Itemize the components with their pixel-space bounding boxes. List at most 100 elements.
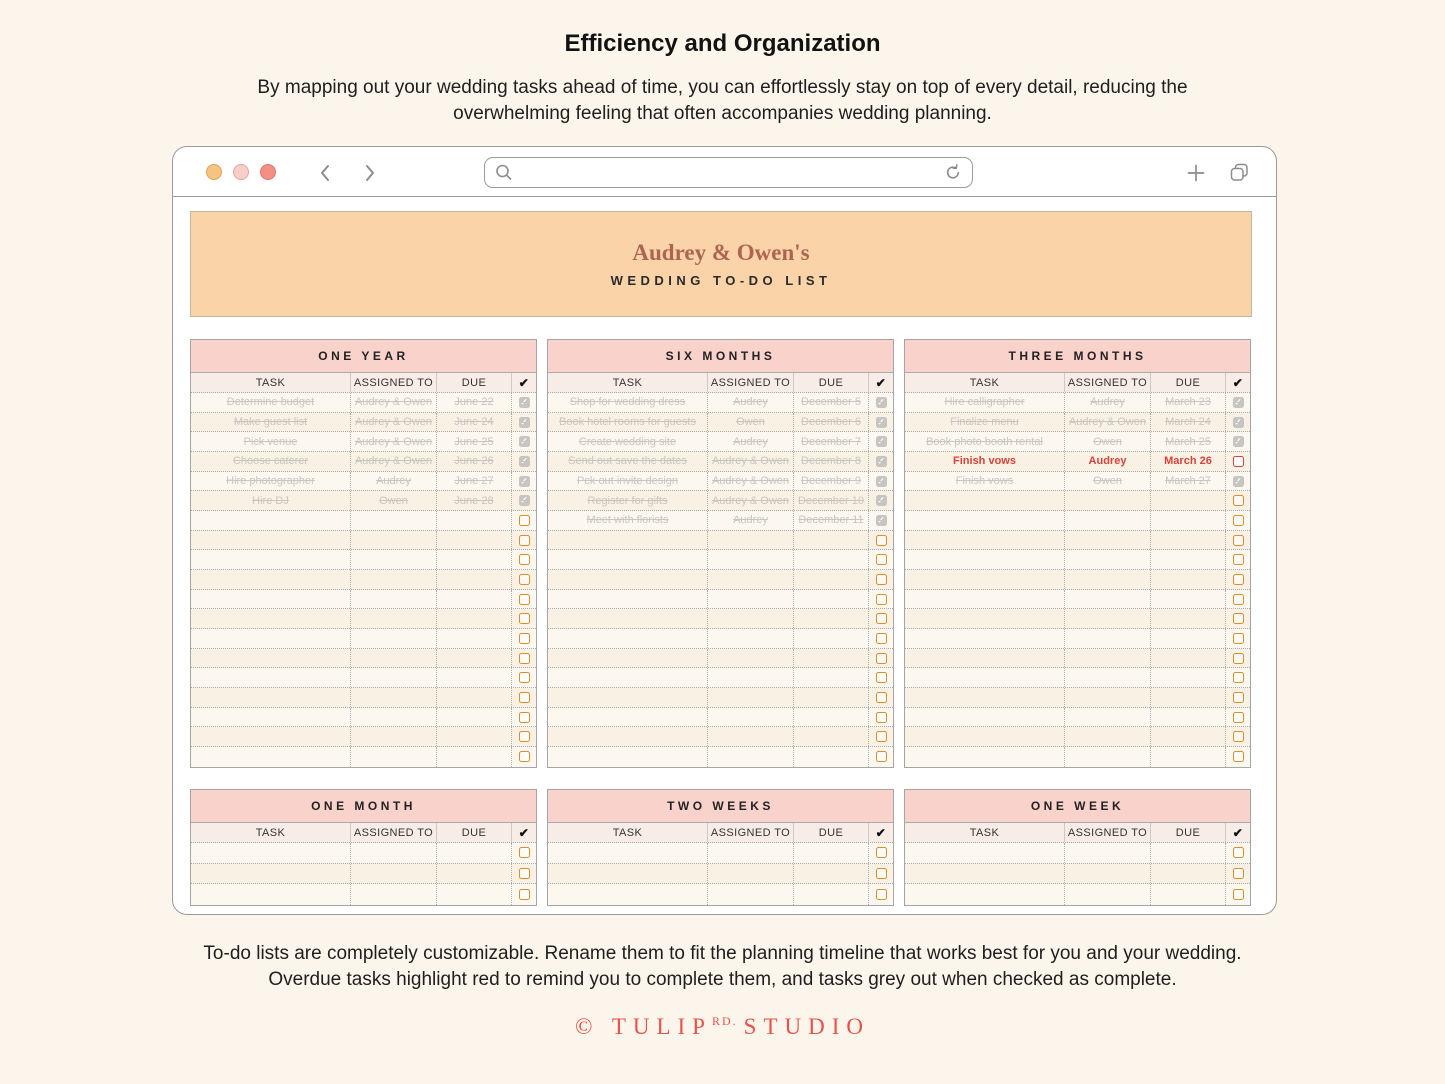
due-cell[interactable] bbox=[437, 884, 512, 905]
task-cell[interactable] bbox=[548, 884, 708, 905]
assigned-cell[interactable] bbox=[708, 843, 794, 863]
task-cell[interactable] bbox=[191, 668, 351, 688]
check-cell[interactable] bbox=[869, 570, 893, 589]
due-cell[interactable]: December 10 bbox=[794, 491, 869, 511]
due-cell[interactable] bbox=[794, 629, 869, 648]
due-cell[interactable]: June 24 bbox=[437, 412, 512, 432]
due-cell[interactable]: December 5 bbox=[794, 393, 869, 412]
task-checkbox[interactable] bbox=[1232, 632, 1244, 644]
due-cell[interactable] bbox=[794, 843, 869, 863]
check-cell[interactable] bbox=[869, 708, 893, 727]
task-checkbox[interactable] bbox=[875, 691, 887, 703]
assigned-cell[interactable] bbox=[708, 727, 794, 747]
due-cell[interactable] bbox=[794, 530, 869, 550]
task-checkbox[interactable] bbox=[1232, 495, 1244, 507]
task-checkbox[interactable]: ✓ bbox=[1232, 416, 1244, 428]
task-checkbox[interactable] bbox=[1232, 672, 1244, 684]
task-cell[interactable]: Finalize menu bbox=[905, 412, 1065, 432]
assigned-cell[interactable]: Owen bbox=[1065, 471, 1151, 491]
check-cell[interactable] bbox=[1226, 708, 1250, 727]
check-cell[interactable]: ✓ bbox=[869, 491, 893, 510]
task-cell[interactable]: Shop for wedding dress bbox=[548, 393, 708, 412]
due-cell[interactable] bbox=[794, 668, 869, 688]
check-cell[interactable] bbox=[1226, 531, 1250, 550]
assigned-cell[interactable] bbox=[1065, 491, 1151, 511]
due-cell[interactable] bbox=[437, 589, 512, 609]
check-cell[interactable] bbox=[1226, 688, 1250, 707]
assigned-cell[interactable] bbox=[351, 747, 437, 767]
task-checkbox[interactable]: ✓ bbox=[518, 436, 530, 448]
assigned-cell[interactable]: Audrey & Owen bbox=[708, 491, 794, 511]
check-cell[interactable]: ✓ bbox=[512, 452, 536, 471]
assigned-cell[interactable] bbox=[708, 530, 794, 550]
window-control-orange[interactable] bbox=[206, 164, 222, 180]
task-cell[interactable] bbox=[548, 530, 708, 550]
due-cell[interactable] bbox=[1151, 609, 1226, 629]
task-cell[interactable]: Make guest list bbox=[191, 412, 351, 432]
task-checkbox[interactable] bbox=[875, 652, 887, 664]
due-cell[interactable] bbox=[437, 707, 512, 727]
check-cell[interactable] bbox=[512, 511, 536, 530]
due-cell[interactable]: June 28 bbox=[437, 491, 512, 511]
due-cell[interactable] bbox=[437, 747, 512, 767]
check-cell[interactable] bbox=[512, 727, 536, 746]
task-cell[interactable] bbox=[905, 707, 1065, 727]
task-checkbox[interactable] bbox=[518, 672, 530, 684]
task-checkbox[interactable] bbox=[518, 731, 530, 743]
task-checkbox[interactable] bbox=[875, 751, 887, 763]
task-checkbox[interactable] bbox=[518, 867, 530, 879]
task-checkbox[interactable] bbox=[518, 573, 530, 585]
assigned-cell[interactable] bbox=[1065, 884, 1151, 905]
task-checkbox[interactable] bbox=[1232, 691, 1244, 703]
check-cell[interactable] bbox=[512, 747, 536, 767]
due-cell[interactable] bbox=[794, 707, 869, 727]
back-chevron-icon[interactable] bbox=[318, 163, 332, 188]
due-cell[interactable] bbox=[794, 863, 869, 884]
task-cell[interactable] bbox=[905, 668, 1065, 688]
check-cell[interactable] bbox=[1226, 511, 1250, 530]
due-cell[interactable]: June 26 bbox=[437, 452, 512, 471]
check-cell[interactable] bbox=[1226, 570, 1250, 589]
check-cell[interactable]: ✓ bbox=[869, 511, 893, 530]
due-cell[interactable] bbox=[1151, 530, 1226, 550]
check-cell[interactable] bbox=[1226, 747, 1250, 767]
task-cell[interactable] bbox=[905, 589, 1065, 609]
task-cell[interactable] bbox=[548, 668, 708, 688]
task-checkbox[interactable]: ✓ bbox=[875, 396, 887, 408]
task-cell[interactable] bbox=[191, 570, 351, 589]
assigned-cell[interactable] bbox=[708, 589, 794, 609]
check-cell[interactable]: ✓ bbox=[869, 472, 893, 491]
due-cell[interactable] bbox=[794, 609, 869, 629]
check-cell[interactable] bbox=[512, 609, 536, 628]
task-checkbox[interactable] bbox=[518, 652, 530, 664]
check-cell[interactable] bbox=[512, 531, 536, 550]
due-cell[interactable]: December 8 bbox=[794, 452, 869, 471]
assigned-cell[interactable] bbox=[351, 668, 437, 688]
assigned-cell[interactable] bbox=[1065, 843, 1151, 863]
check-cell[interactable] bbox=[869, 884, 893, 905]
assigned-cell[interactable]: Audrey & Owen bbox=[351, 393, 437, 412]
task-checkbox[interactable]: ✓ bbox=[875, 475, 887, 487]
task-cell[interactable]: Finish vows bbox=[905, 471, 1065, 491]
assigned-cell[interactable]: Audrey bbox=[708, 432, 794, 452]
task-cell[interactable] bbox=[548, 843, 708, 863]
check-cell[interactable] bbox=[869, 668, 893, 687]
task-checkbox[interactable]: ✓ bbox=[875, 436, 887, 448]
task-checkbox[interactable] bbox=[875, 847, 887, 859]
task-cell[interactable] bbox=[548, 589, 708, 609]
due-cell[interactable] bbox=[437, 629, 512, 648]
due-cell[interactable] bbox=[437, 648, 512, 668]
task-checkbox[interactable] bbox=[518, 514, 530, 526]
task-cell[interactable] bbox=[905, 863, 1065, 884]
assigned-cell[interactable]: Audrey bbox=[708, 511, 794, 530]
check-cell[interactable] bbox=[512, 570, 536, 589]
task-checkbox[interactable] bbox=[1232, 731, 1244, 743]
assigned-cell[interactable] bbox=[1065, 688, 1151, 707]
assigned-cell[interactable] bbox=[708, 609, 794, 629]
task-checkbox[interactable] bbox=[1232, 514, 1244, 526]
check-cell[interactable] bbox=[869, 727, 893, 746]
task-cell[interactable] bbox=[191, 589, 351, 609]
task-cell[interactable] bbox=[548, 550, 708, 570]
due-cell[interactable] bbox=[794, 688, 869, 707]
task-cell[interactable] bbox=[548, 688, 708, 707]
